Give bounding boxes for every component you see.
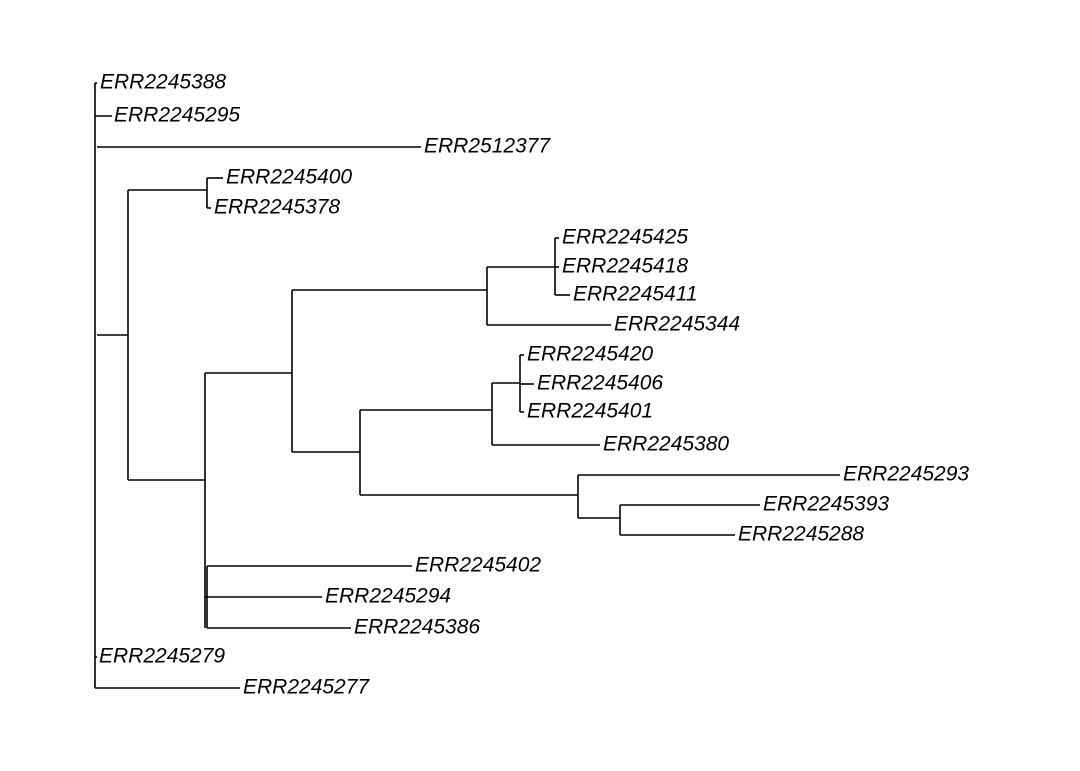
tip-label-err2245402: ERR2245402: [415, 554, 541, 577]
tip-label-err2245420: ERR2245420: [527, 343, 653, 366]
tip-branch-group: [95, 82, 840, 689]
tip-label-err2245294: ERR2245294: [325, 585, 451, 608]
tip-label-err2245295: ERR2245295: [114, 104, 240, 127]
tip-label-err2245279: ERR2245279: [99, 645, 225, 668]
tip-label-group: ERR2245388 ERR2245295 ERR2512377 ERR2245400…: [99, 71, 969, 699]
tip-label-err2245378: ERR2245378: [214, 196, 340, 219]
tip-label-err2245425: ERR2245425: [562, 226, 688, 249]
tip-label-err2512377: ERR2512377: [424, 135, 551, 158]
tip-label-err2245411: ERR2245411: [573, 283, 698, 306]
tip-label-err2245277: ERR2245277: [243, 676, 370, 699]
tip-label-err2245288: ERR2245288: [738, 523, 864, 546]
tip-label-err2245386: ERR2245386: [354, 616, 480, 639]
tip-label-err2245293: ERR2245293: [843, 463, 969, 486]
tip-label-err2245380: ERR2245380: [603, 433, 729, 456]
tip-label-err2245401: ERR2245401: [527, 400, 653, 423]
tip-label-err2245418: ERR2245418: [562, 255, 688, 278]
tip-label-err2245344: ERR2245344: [614, 313, 740, 336]
tip-label-err2245400: ERR2245400: [226, 166, 352, 189]
tip-label-err2245388: ERR2245388: [100, 71, 226, 94]
tip-label-err2245406: ERR2245406: [537, 372, 663, 395]
tip-label-err2245393: ERR2245393: [763, 493, 889, 516]
